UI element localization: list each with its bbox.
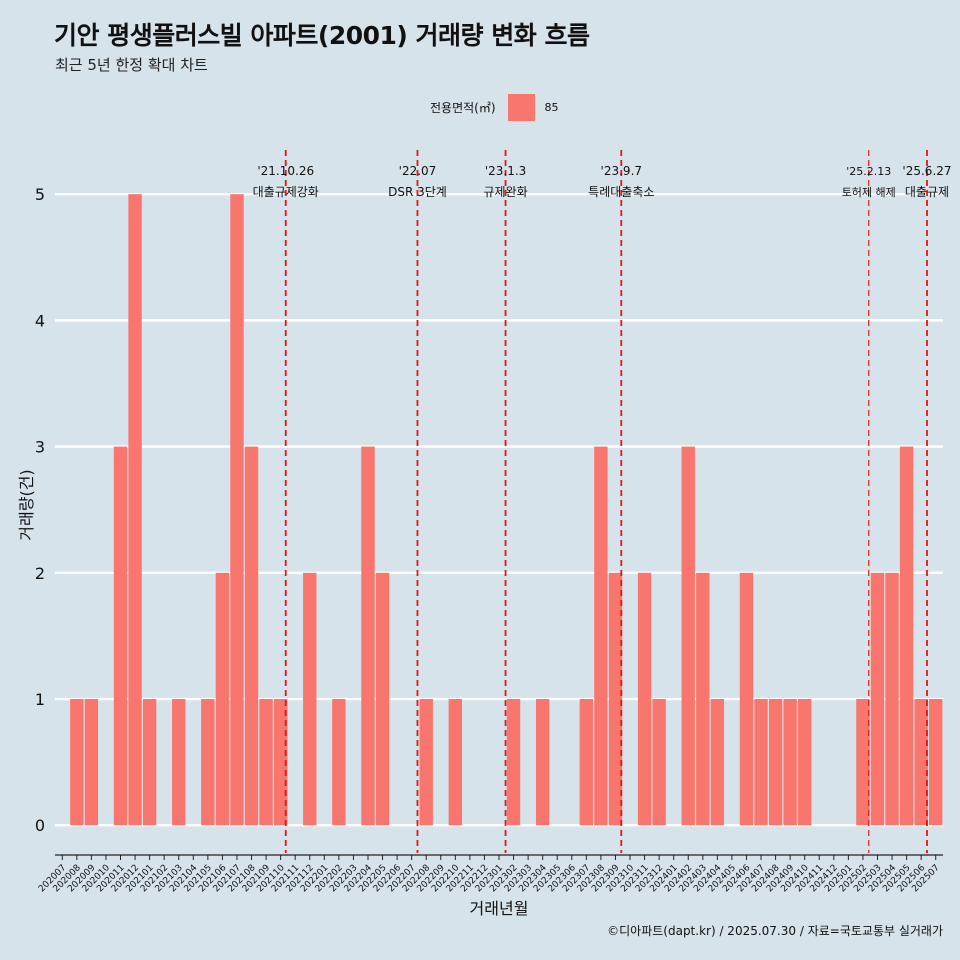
chart-subtitle: 최근 5년 한정 확대 차트 <box>55 56 208 74</box>
bar-202204 <box>361 446 375 826</box>
annotation-date: '22.07 <box>399 164 437 178</box>
legend-title: 전용면적(㎡) <box>430 101 496 115</box>
bar-202308 <box>594 446 608 826</box>
bar-202106 <box>215 572 230 826</box>
annotation-date: '23.1.3 <box>485 164 526 178</box>
y-tick-label: 1 <box>35 690 45 709</box>
bar-202505 <box>899 446 914 826</box>
bar-202408 <box>768 699 783 826</box>
bar-202311 <box>637 572 652 826</box>
bar-202101 <box>142 699 157 826</box>
annotation-date: '25.6.27 <box>902 164 951 178</box>
annotation-date: '25.2.13 <box>846 165 891 178</box>
bar-202110 <box>273 699 288 826</box>
chart-title: 기안 평생플러스빌 아파트(2001) 거래량 변화 흐름 <box>54 21 590 50</box>
bar-202402 <box>681 446 695 826</box>
legend-label-85: 85 <box>544 101 559 114</box>
bar-202202 <box>332 699 346 826</box>
bar-202105 <box>201 699 215 826</box>
bar-202109 <box>259 699 273 826</box>
bar-202309 <box>608 572 623 826</box>
annotation-label: 규제완화 <box>483 185 527 199</box>
y-tick-label: 0 <box>35 816 45 835</box>
annotation-label: 토허제 해제 <box>842 185 896 199</box>
bar-202502 <box>856 699 870 826</box>
legend-key-85 <box>507 94 535 121</box>
x-axis-title: 거래년월 <box>470 899 529 918</box>
bar-202312 <box>652 699 666 826</box>
bar-202403 <box>696 572 710 826</box>
y-tick-label: 4 <box>35 311 45 330</box>
bar-202108 <box>244 446 259 826</box>
bar-202210 <box>448 699 463 826</box>
annotation-date: '23.9.7 <box>601 164 642 178</box>
bar-202504 <box>885 572 899 826</box>
bar-202008 <box>70 699 84 826</box>
bar-202009 <box>84 699 99 826</box>
bar-202507 <box>929 699 943 826</box>
source-caption: ©디아파트(dapt.kr) / 2025.07.30 / 자료=국토교통부 실… <box>607 924 943 938</box>
annotation-label: DSR 3단계 <box>388 185 447 199</box>
annotation-date: '21.10.26 <box>257 164 314 178</box>
bar-202012 <box>128 194 142 826</box>
y-tick-label: 3 <box>35 438 45 457</box>
bar-202112 <box>303 572 317 826</box>
bar-202409 <box>783 699 797 826</box>
bar-202208 <box>419 699 433 826</box>
bar-202406 <box>739 572 754 826</box>
bar-202404 <box>710 699 725 826</box>
y-tick-label: 5 <box>35 185 45 204</box>
annotation-label: 대출규제강화 <box>253 185 319 199</box>
bar-202103 <box>172 699 186 826</box>
y-axis-title: 거래량(건) <box>17 469 36 540</box>
bar-202205 <box>375 572 390 826</box>
bar-202107 <box>230 194 244 826</box>
bar-202506 <box>914 699 928 826</box>
bar-202304 <box>535 699 550 826</box>
annotation-label: 대출규제 <box>905 185 949 199</box>
bar-202011 <box>113 446 128 826</box>
annotation-label: 특례대출축소 <box>588 185 654 199</box>
y-tick-label: 2 <box>35 564 45 583</box>
bar-202503 <box>870 572 885 826</box>
bar-202410 <box>798 699 812 826</box>
bar-202302 <box>506 699 521 826</box>
bar-202307 <box>579 699 594 826</box>
legend: 전용면적(㎡) 85 <box>430 94 559 121</box>
bar-202407 <box>754 699 768 826</box>
